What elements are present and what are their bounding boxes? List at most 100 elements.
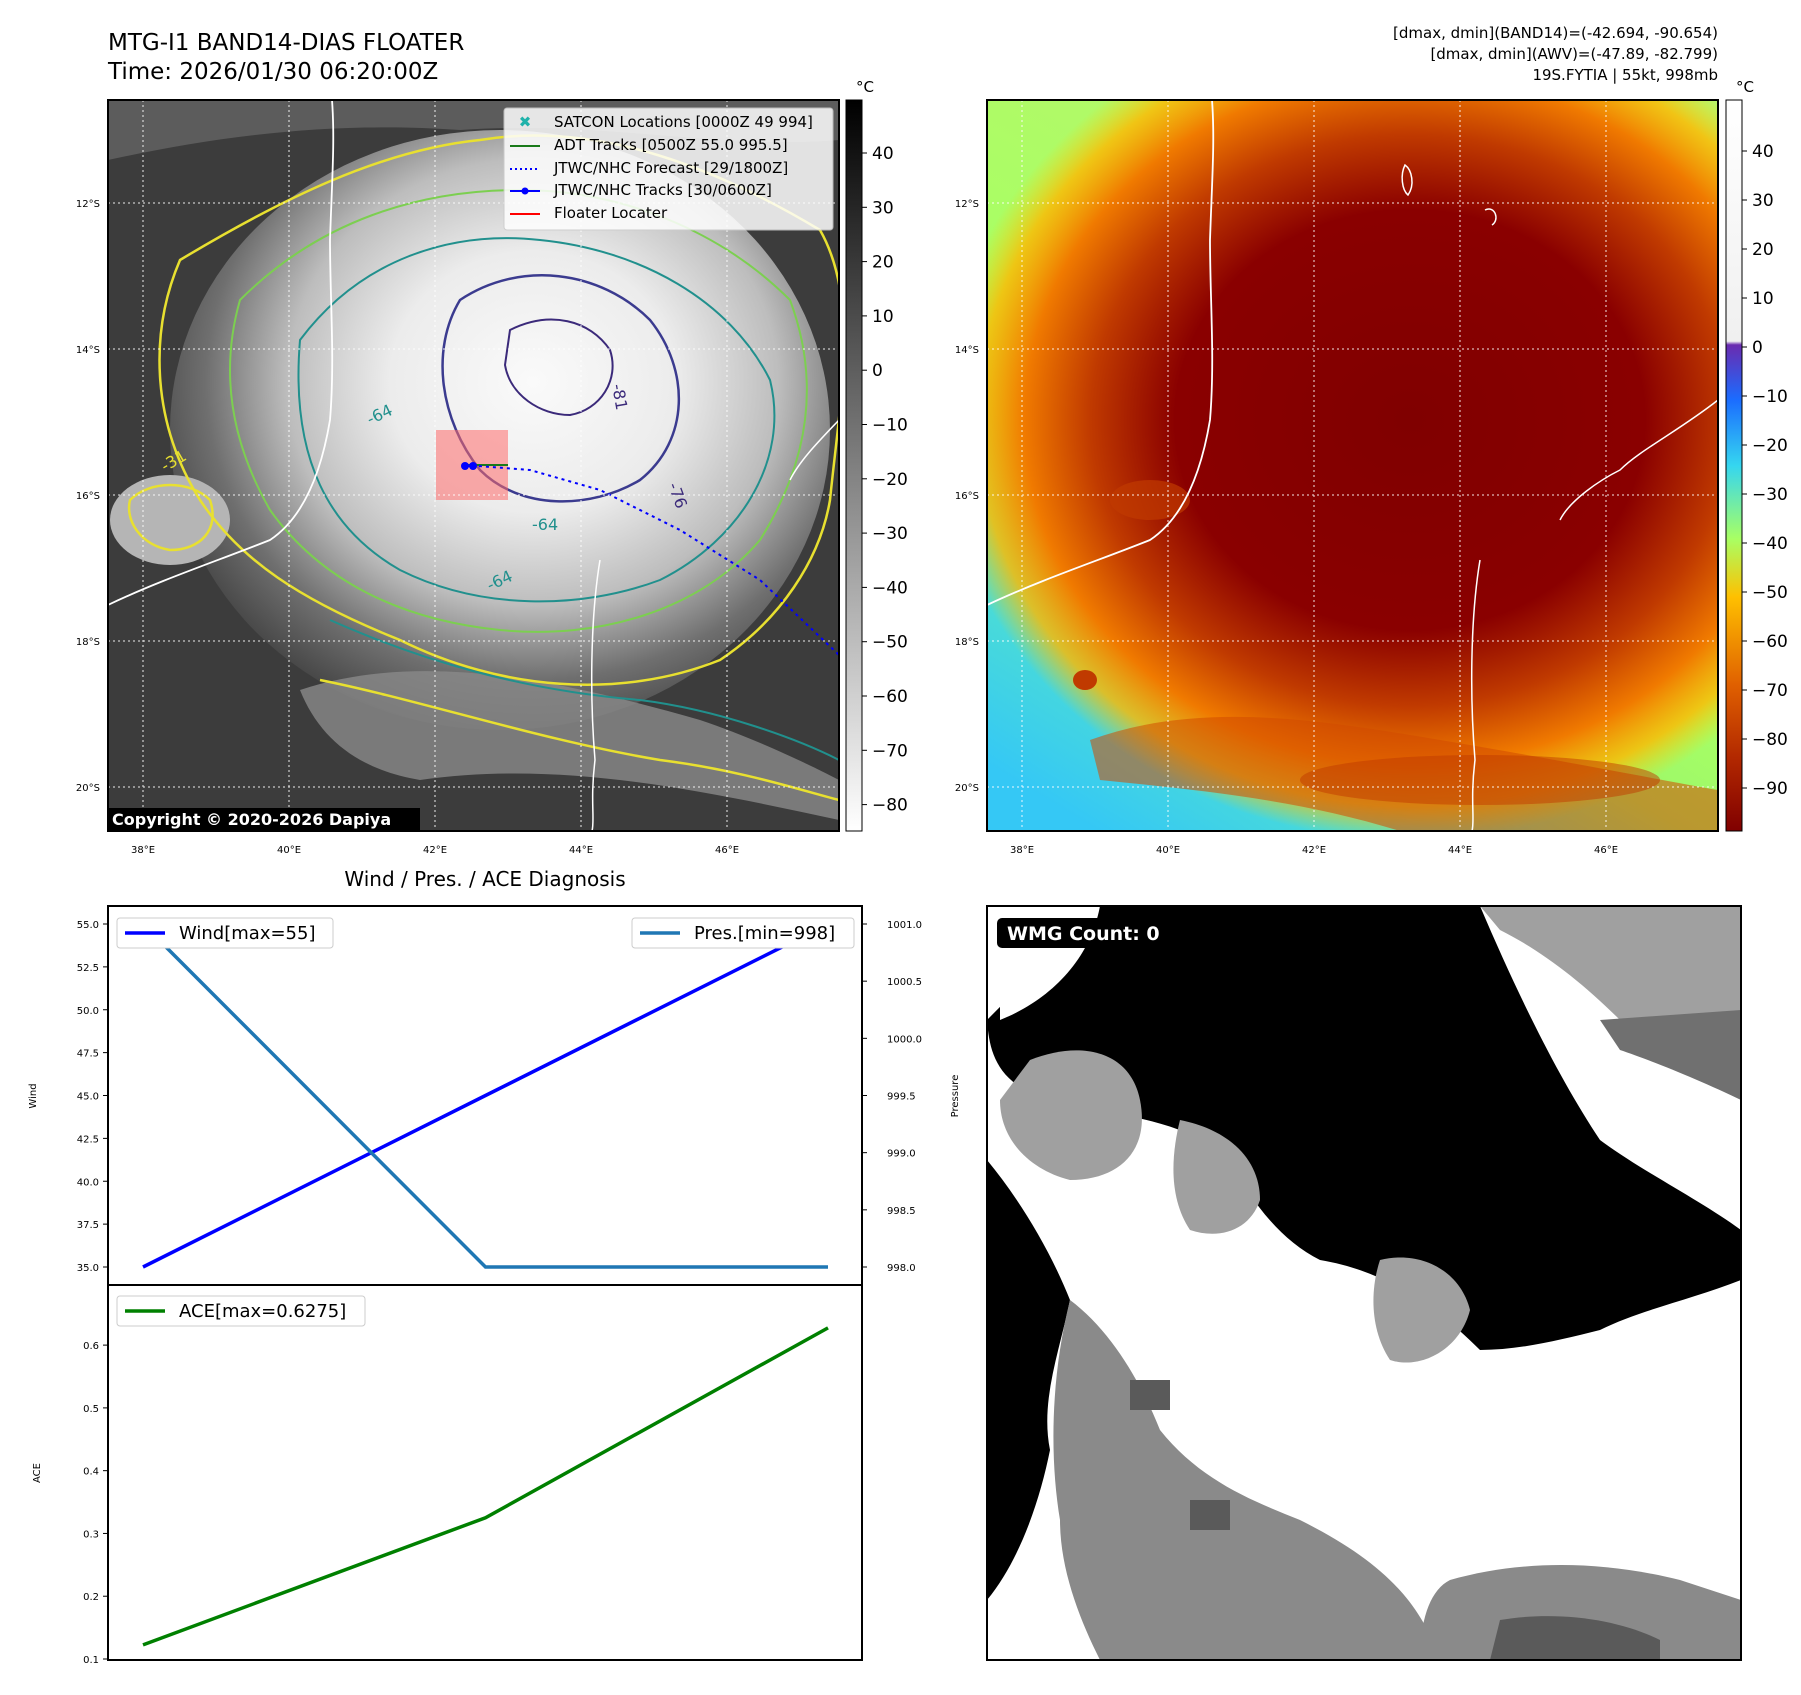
ace-plot-frame [107, 1284, 863, 1661]
y-tick-label: 0.3 [83, 1529, 99, 1540]
legend-label: JTWC/NHC Tracks [30/0600Z] [553, 181, 772, 199]
colorbar-tick-label: −30 [1752, 485, 1788, 505]
ir-colorbar-ticks: 40 30 20 10 0 −10 −20 −30 −40 −50 −60 −70 −80 [862, 144, 908, 816]
y-tick-label: 1000.0 [887, 1034, 922, 1045]
lon-label: 46°E [1594, 845, 1618, 856]
colorbar-tick-label: 10 [1752, 289, 1774, 309]
y-axis-label: Wind [28, 1083, 39, 1108]
legend-box [116, 1295, 366, 1327]
contour-label: -64 [532, 515, 558, 534]
lat-label: 20°S [76, 783, 100, 794]
y-tick-label: 0.6 [83, 1341, 99, 1352]
legend-item-satcon: ✖ SATCON Locations [0000Z 49 994] [519, 113, 813, 131]
colorbar-tick-label: 30 [1752, 191, 1774, 211]
y-tick-label: 37.5 [77, 1220, 99, 1231]
legend-item-floater: Floater Locater [510, 204, 668, 222]
wmg-count-text: WMG Count: 0 [1007, 923, 1160, 945]
lon-label: 40°E [277, 845, 301, 856]
y-tick-label: 52.5 [77, 963, 99, 974]
info-line3: 19S.FYTIA | 55kt, 998mb [1532, 66, 1718, 84]
colorbar-tick-label: 20 [872, 253, 894, 273]
lat-label: 18°S [955, 637, 979, 648]
y-tick-label: 0.5 [83, 1404, 99, 1415]
legend-box [631, 917, 855, 949]
colorbar-tick-label: −70 [872, 741, 908, 761]
y-tick-label: 998.0 [887, 1263, 916, 1274]
colorbar-tick-label: −50 [872, 633, 908, 653]
legend-label: Floater Locater [554, 204, 668, 222]
legend-item-forecast: JTWC/NHC Forecast [29/1800Z] [510, 159, 788, 177]
colorbar-tick-label: 30 [872, 198, 894, 218]
colorbar-tick-label: −40 [872, 578, 908, 598]
colorbar-tick-label: −10 [1752, 387, 1788, 407]
info-line2: [dmax, dmin](AWV)=(-47.89, -82.799) [1430, 45, 1718, 63]
awv-colorbar: °C 40 30 20 10 0 −10 −20 −30 −40 −50 −60 −70 −80 −90 [1725, 78, 1788, 832]
colorbar-tick-label: −30 [872, 524, 908, 544]
lon-label: 38°E [1010, 845, 1034, 856]
colorbar-tick-label: 10 [872, 307, 894, 327]
legend-label: JTWC/NHC Forecast [29/1800Z] [553, 159, 788, 177]
y-tick-label: 40.0 [77, 1177, 99, 1188]
awv-lon-labels: 38°E 40°E 42°E 44°E 46°E [1010, 845, 1618, 856]
awv-colorbar-unit: °C [1736, 78, 1754, 96]
ir-lon-labels: 38°E 40°E 42°E 44°E 46°E [131, 845, 739, 856]
colorbar-tick-label: 0 [872, 361, 883, 381]
series-line [142, 1326, 829, 1647]
legend-item-tracks: JTWC/NHC Tracks [30/0600Z] [510, 181, 772, 199]
colorbar-tick-label: −80 [1752, 730, 1788, 750]
y-tick-label: 45.0 [77, 1092, 99, 1103]
copyright-text: Copyright © 2020-2026 Dapiya [112, 810, 391, 829]
lat-label: 18°S [76, 637, 100, 648]
y-tick-label: 0.2 [83, 1592, 99, 1603]
series-line [141, 922, 828, 1269]
svg-text:✖: ✖ [519, 113, 532, 131]
y-axis-label: ACE [32, 1463, 43, 1483]
ir-colorbar: °C 40 30 20 10 0 −10 −20 −30 −40 −50 −60 −70 −80 [845, 78, 908, 832]
legend-label: ACE[max=0.6275] [179, 1301, 346, 1322]
ir-map-frame [107, 99, 840, 832]
lat-label: 20°S [955, 783, 979, 794]
lon-label: 44°E [1448, 845, 1472, 856]
colorbar-tick-label: −40 [1752, 534, 1788, 554]
series-line [142, 922, 829, 1269]
colorbar-tick-label: −90 [1752, 779, 1788, 799]
lon-label: 42°E [1302, 845, 1326, 856]
y-tick-label: 999.0 [887, 1149, 916, 1160]
map-legend: ✖ SATCON Locations [0000Z 49 994] ADT Tr… [503, 107, 834, 231]
ir-lat-labels: 12°S 14°S 16°S 18°S 20°S [76, 199, 100, 794]
colorbar-tick-label: 40 [1752, 142, 1774, 162]
lon-label: 40°E [1156, 845, 1180, 856]
y-tick-label: 47.5 [77, 1049, 99, 1060]
y-tick-label: 35.0 [77, 1263, 99, 1274]
awv-map [987, 100, 1718, 831]
colorbar-tick-label: −20 [872, 470, 908, 490]
lon-label: 38°E [131, 845, 155, 856]
y-tick-label: 0.1 [83, 1655, 99, 1666]
legend-label: SATCON Locations [0000Z 49 994] [554, 113, 813, 131]
y-tick-label: 42.5 [77, 1134, 99, 1145]
awv-lat-labels: 12°S 14°S 16°S 18°S 20°S [955, 199, 979, 794]
colorbar-tick-label: −50 [1752, 583, 1788, 603]
lat-label: 12°S [76, 199, 100, 210]
colorbar-tick-label: −80 [872, 796, 908, 816]
colorbar-tick-label: −10 [872, 416, 908, 436]
y-tick-label: 999.5 [887, 1092, 916, 1103]
lon-label: 42°E [423, 845, 447, 856]
y-tick-label: 55.0 [77, 920, 99, 931]
y-tick-label: 50.0 [77, 1006, 99, 1017]
legend-item-adt: ADT Tracks [0500Z 55.0 995.5] [510, 136, 788, 154]
figure-title-line2: Time: 2026/01/30 06:20:00Z [107, 59, 438, 85]
colorbar-tick-label: −70 [1752, 681, 1788, 701]
copyright-badge: Copyright © 2020-2026 Dapiya [108, 808, 420, 831]
awv-colorbar-ticks: 40 30 20 10 0 −10 −20 −30 −40 −50 −60 −70 −80 −90 [1742, 142, 1788, 799]
figure-title-line1: MTG-I1 BAND14-DIAS FLOATER [108, 30, 464, 56]
lon-label: 46°E [715, 845, 739, 856]
colorbar-tick-label: 0 [1752, 338, 1763, 358]
awv-map-frame [986, 99, 1719, 832]
lat-label: 16°S [76, 491, 100, 502]
contour-label: -81 [608, 382, 631, 411]
y-tick-label: 998.5 [887, 1206, 916, 1217]
wmg-panel [987, 906, 1741, 1660]
lat-label: 14°S [955, 345, 979, 356]
